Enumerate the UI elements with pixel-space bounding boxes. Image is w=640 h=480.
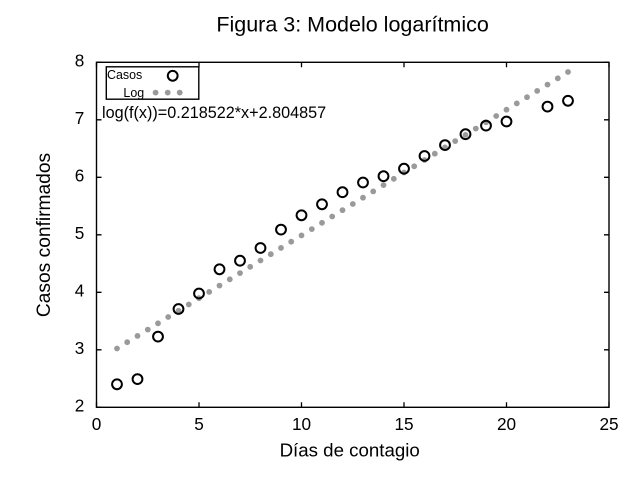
svg-text:Casos: Casos	[107, 68, 142, 82]
svg-text:Días de contagio: Días de contagio	[280, 439, 420, 460]
svg-text:log(f(x))=0.218522*x+2.804857: log(f(x))=0.218522*x+2.804857	[102, 104, 326, 122]
svg-text:7: 7	[75, 108, 85, 128]
svg-text:25: 25	[599, 414, 618, 434]
svg-text:20: 20	[497, 414, 516, 434]
svg-text:15: 15	[394, 414, 413, 434]
svg-text:Log: Log	[123, 86, 144, 100]
svg-text:3: 3	[75, 338, 85, 358]
svg-text:6: 6	[75, 166, 85, 186]
svg-text:2: 2	[75, 396, 85, 416]
svg-text:10: 10	[292, 414, 311, 434]
svg-text:5: 5	[75, 223, 85, 243]
svg-text:0: 0	[92, 414, 102, 434]
svg-text:Casos confirmados: Casos confirmados	[34, 153, 55, 317]
svg-text:4: 4	[75, 281, 85, 301]
svg-text:8: 8	[75, 51, 85, 71]
svg-text:5: 5	[194, 414, 204, 434]
svg-text:Figura 3: Modelo logarítmico: Figura 3: Modelo logarítmico	[216, 13, 488, 37]
